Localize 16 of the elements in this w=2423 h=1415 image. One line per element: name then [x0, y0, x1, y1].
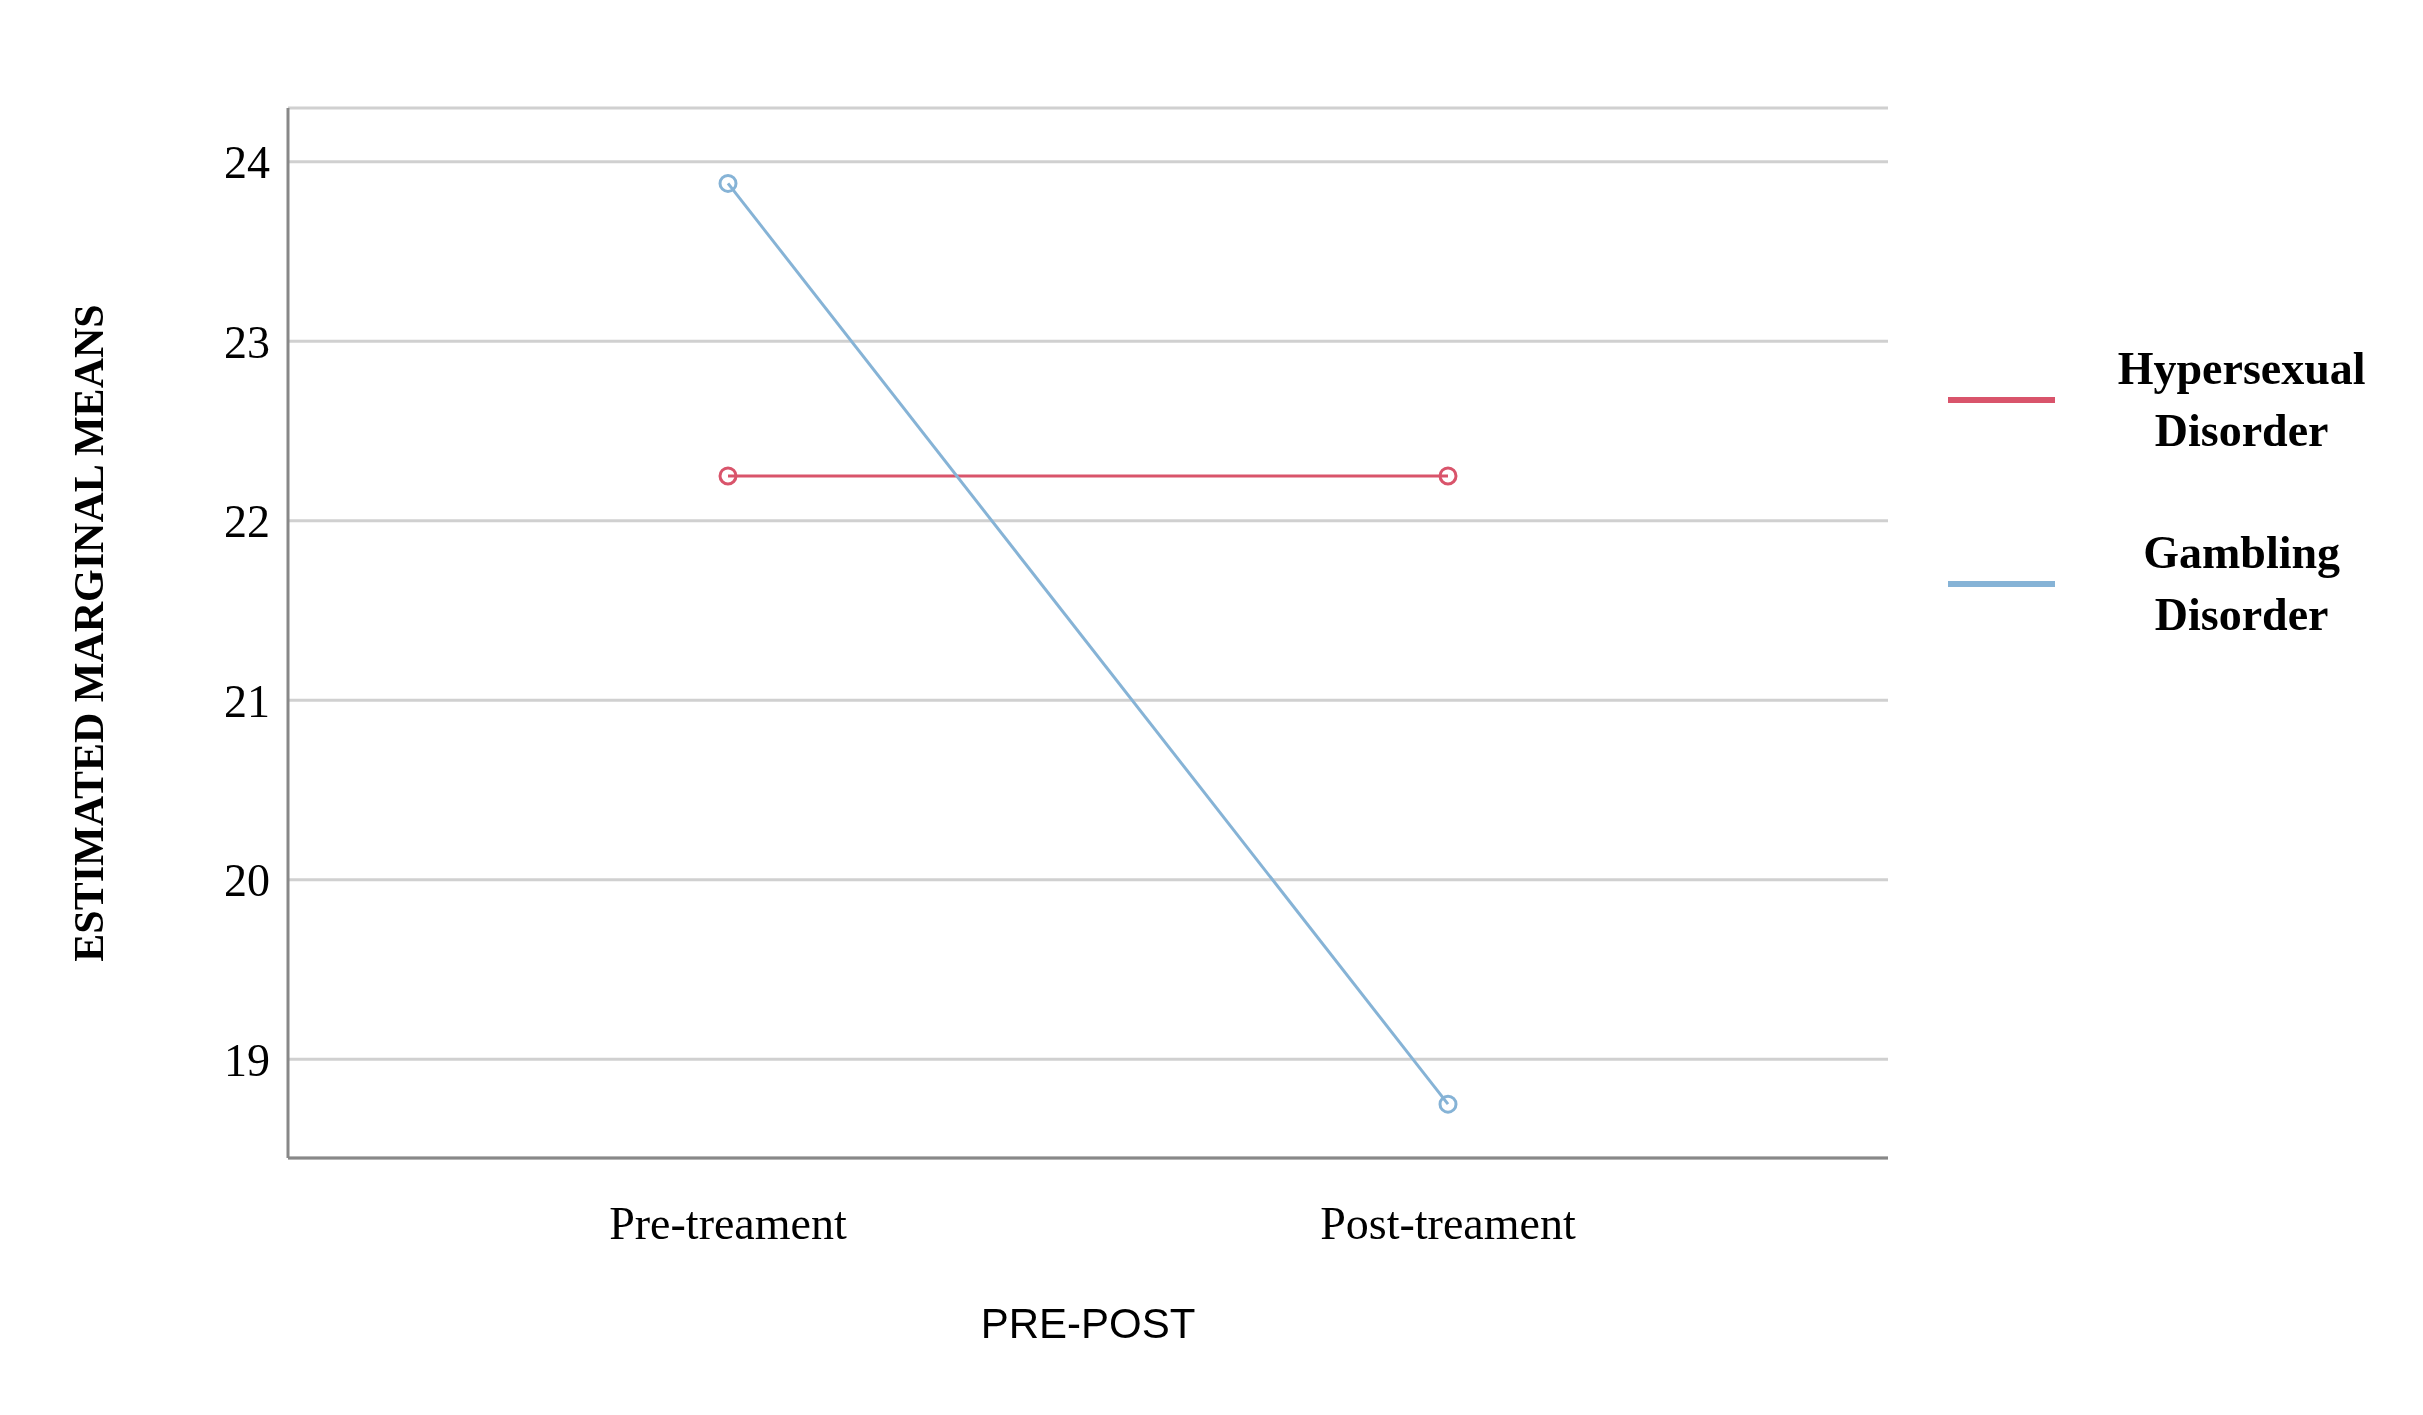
point — [1438, 1094, 1458, 1114]
y-tick-label: 21 — [224, 675, 270, 727]
legend-label: Hypersexual Disorder — [2116, 342, 2367, 458]
point — [718, 466, 738, 486]
y-tick-label: 24 — [224, 137, 270, 189]
point — [1438, 466, 1458, 486]
y-tick-label: 23 — [224, 316, 270, 368]
y-axis-title: ESTIMATED MARGINAL MEANS — [65, 304, 112, 962]
y-tick-label: 20 — [224, 855, 270, 907]
legend-label: Gambling Disorder — [2142, 526, 2342, 642]
x-tick-label: Post-treament — [1320, 1197, 1576, 1249]
x-tick-label: Pre-treament — [609, 1197, 847, 1249]
y-tick-label: 22 — [224, 496, 270, 548]
y-tick-label: 19 — [224, 1034, 270, 1086]
x-axis-title: PRE-POST — [980, 1300, 1196, 1347]
point — [718, 173, 738, 193]
